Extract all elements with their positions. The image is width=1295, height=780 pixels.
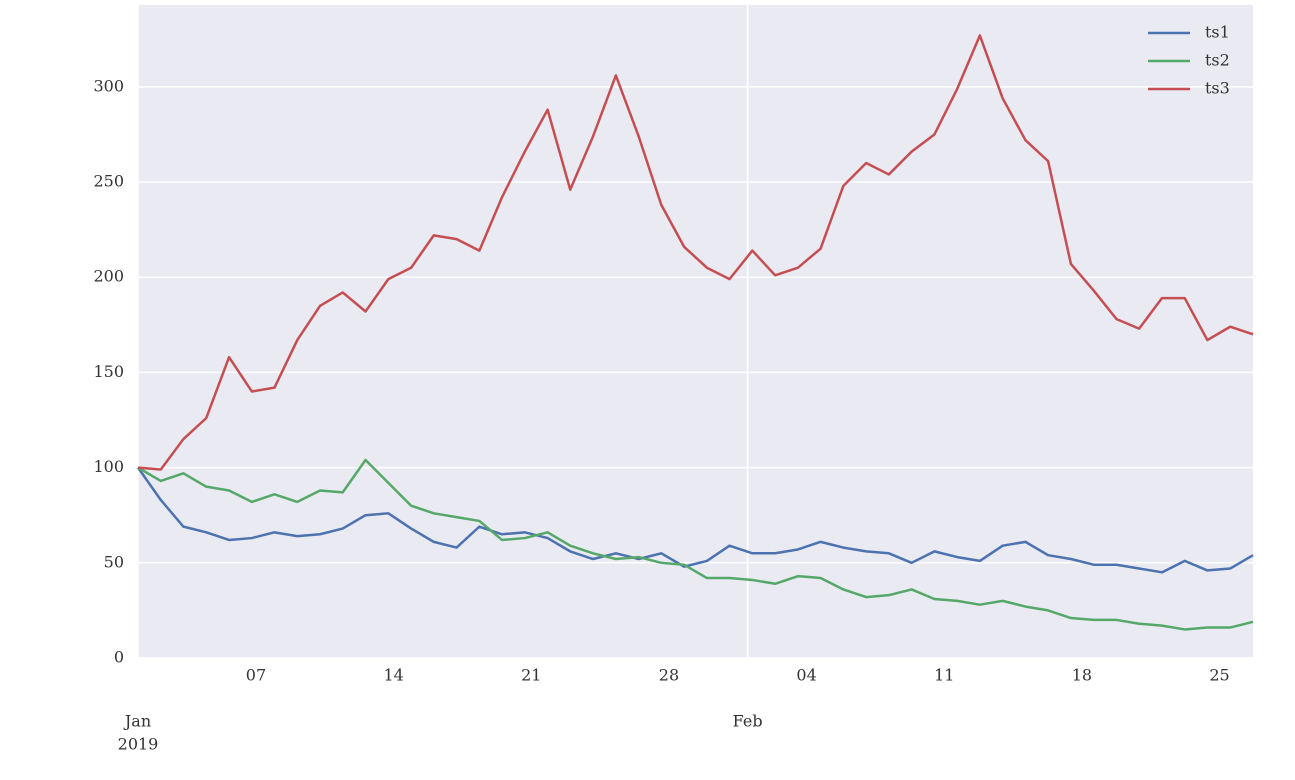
x-tick-label: 25 xyxy=(1209,666,1229,685)
x-tick-label: 18 xyxy=(1072,666,1092,685)
y-tick-label: 250 xyxy=(93,172,124,191)
x-tick-label: 04 xyxy=(796,666,816,685)
y-tick-label: 100 xyxy=(93,457,124,476)
y-tick-label: 150 xyxy=(93,362,124,381)
y-tick-label: 200 xyxy=(93,267,124,286)
x-tick-label: 21 xyxy=(521,666,541,685)
x-tick-label: 14 xyxy=(383,666,403,685)
x-major-label: Jan xyxy=(123,712,151,731)
legend-label: ts1 xyxy=(1205,23,1230,42)
y-tick-label: 300 xyxy=(93,76,124,95)
y-tick-label: 0 xyxy=(114,648,124,667)
y-tick-label: 50 xyxy=(104,552,124,571)
plot-area xyxy=(138,5,1253,658)
x-major-label: 2019 xyxy=(118,735,159,754)
x-tick-label: 11 xyxy=(934,666,954,685)
x-tick-label: 07 xyxy=(246,666,266,685)
line-series xyxy=(137,458,1254,631)
line-series xyxy=(136,466,1254,574)
line-series xyxy=(137,34,1254,471)
x-tick-label: 28 xyxy=(659,666,679,685)
legend-label: ts2 xyxy=(1205,51,1230,70)
x-major-label: Feb xyxy=(733,712,763,731)
legend-label: ts3 xyxy=(1205,79,1230,98)
